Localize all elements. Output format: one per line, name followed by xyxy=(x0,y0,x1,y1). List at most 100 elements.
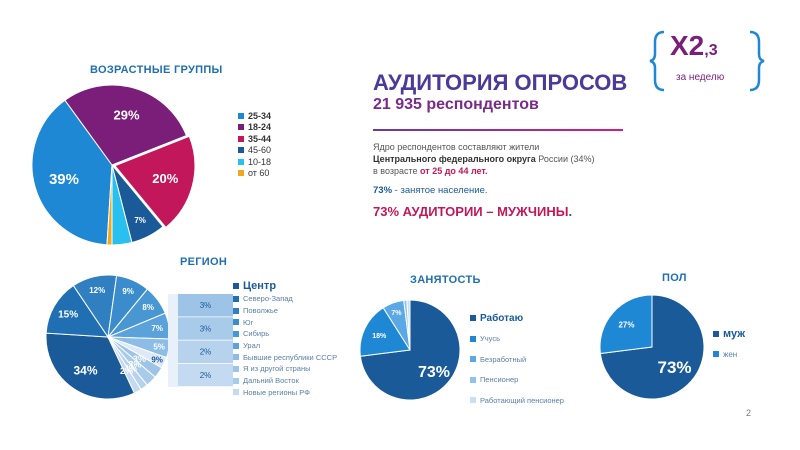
legend-label-3: 45-60 xyxy=(248,145,272,156)
legend-label-6: Бывшие республики СССР xyxy=(243,352,338,362)
pie-slice-1 xyxy=(64,84,188,166)
legend-swatch-5 xyxy=(238,170,244,177)
employment-pie-chart: 73% 18% 7% xyxy=(359,299,461,401)
legend-label-1: Учусь xyxy=(480,334,500,344)
badge-brackets xyxy=(649,30,765,92)
breakout-bar-3 xyxy=(178,363,233,387)
legend-label-1: Северо-Запад xyxy=(243,294,293,304)
male-share-text: 73% АУДИТОРИИ – МУЖЧИНЫ xyxy=(373,204,569,219)
page-number: 2 xyxy=(746,408,752,418)
age-legend: 25-34 18-24 35-44 45-60 10-18 от 60 xyxy=(238,110,271,179)
male-share-headline: 73% АУДИТОРИИ – МУЖЧИНЫ. xyxy=(373,204,572,219)
legend-swatch-1 xyxy=(238,124,244,131)
legend-label-3: Пенсионер xyxy=(480,375,519,385)
legend-swatch-2 xyxy=(238,135,244,142)
legend-label-4: Работающий пенсионер xyxy=(480,395,564,405)
legend-label-2: Безработный xyxy=(480,354,527,364)
legend-label-0: Центр xyxy=(243,279,277,292)
legend-swatch-6 xyxy=(233,354,239,361)
legend-label-1: 18-24 xyxy=(248,122,272,133)
legend-item-2: Поволжье xyxy=(233,305,337,317)
legend-label-5: Урал xyxy=(243,341,261,351)
respondents-count: 21 935 респондентов xyxy=(373,96,539,113)
pie-data-label-6: 5% xyxy=(153,342,165,351)
legend-item-7: Я из другой страны xyxy=(233,363,337,375)
breakout-connector xyxy=(168,294,178,387)
legend-label-3: Юг xyxy=(243,317,254,327)
legend-swatch-3 xyxy=(233,319,239,326)
legend-label-0: муж xyxy=(723,328,746,340)
pie-slice-1 xyxy=(45,284,109,338)
employed-pct: 73% xyxy=(373,185,393,196)
breakout-bar-1 xyxy=(178,317,233,340)
legend-item-1: Северо-Запад xyxy=(233,293,337,305)
pie-slice-11 xyxy=(107,336,142,394)
breakout-bar-2 xyxy=(178,340,233,363)
summary-line-3: в возрасте от 25 до 44 лет. xyxy=(373,165,703,177)
page-title: АУДИТОРИЯ ОПРОСОВ xyxy=(373,70,628,95)
legend-label-1: жен xyxy=(723,349,738,359)
legend-swatch-0 xyxy=(238,112,244,119)
pie-data-label-1: 15% xyxy=(58,310,78,321)
summary-line-1: Ядро респондентов составляют жители xyxy=(373,142,540,152)
legend-swatch-9 xyxy=(233,389,239,396)
legend-label-4: 10-18 xyxy=(248,156,272,167)
badge-caption: за неделю xyxy=(676,72,725,83)
pie-data-label-3: 7% xyxy=(134,216,146,225)
pie-data-label-10: 2% xyxy=(124,363,137,373)
legend-item-5: от 60 xyxy=(238,168,271,180)
pie-data-label-0: 73% xyxy=(657,358,691,377)
legend-item-4: Работающий пенсионер xyxy=(470,390,564,411)
summary-text: Ядро респондентов составляют жители Цент… xyxy=(373,141,703,177)
legend-item-3: Юг xyxy=(233,316,337,328)
legend-label-0: Работаю xyxy=(480,312,524,324)
legend-label-8: Дальний Восток xyxy=(243,376,299,386)
legend-swatch-4 xyxy=(238,158,244,165)
legend-label-4: Сибирь xyxy=(243,329,270,339)
pie-data-label-5: 7% xyxy=(151,324,163,333)
employment-chart-title: ЗАНЯТОСТЬ xyxy=(410,274,481,286)
pie-slice-5 xyxy=(106,164,113,246)
breakout-label-2: 2% xyxy=(200,348,212,357)
legend-item-1: Учусь xyxy=(470,329,564,350)
legend-item-9: Новые регионы РФ xyxy=(233,387,337,399)
region-legend: Центр Северо-Запад Поволжье Юг Сибирь Урал Быв… xyxy=(233,278,337,398)
legend-swatch-2 xyxy=(233,307,239,314)
legend-swatch-0 xyxy=(233,282,239,289)
breakout-label-3: 2% xyxy=(200,371,212,380)
legend-swatch-1 xyxy=(470,335,476,342)
legend-label-2: Поволжье xyxy=(243,306,278,316)
legend-item-1: жен xyxy=(713,344,745,364)
gender-legend: муж жен xyxy=(713,324,745,364)
legend-label-9: Новые регионы РФ xyxy=(243,387,310,397)
pie-slice-2 xyxy=(114,135,196,229)
legend-label-2: 35-44 xyxy=(248,133,272,144)
badge-sub: ,3 xyxy=(704,42,718,59)
pie-data-label-0: 73% xyxy=(418,364,450,381)
legend-item-2: Безработный xyxy=(470,349,564,370)
pie-data-label-0: 34% xyxy=(73,363,97,377)
summary-age-range: от 25 до 44 лет. xyxy=(420,166,488,176)
legend-swatch-0 xyxy=(713,331,719,337)
employed-note: 73% - занятое население. xyxy=(373,185,488,196)
legend-swatch-4 xyxy=(233,330,239,337)
age-pie-chart: 39%29%20%7%4%1% xyxy=(31,84,196,246)
legend-item-0: Работаю xyxy=(470,308,564,329)
pie-data-label-2: 7% xyxy=(391,310,402,317)
summary-line-2: Центрального федерального округа России … xyxy=(373,153,703,165)
legend-item-3: Пенсионер xyxy=(470,370,564,391)
pie-data-label-11: 2% xyxy=(120,366,133,376)
legend-item-1: 18-24 xyxy=(238,122,271,134)
pie-data-label-9: 3% xyxy=(128,360,141,370)
pie-slice-4 xyxy=(406,299,411,351)
badge-left-brace xyxy=(649,30,665,92)
legend-item-4: 10-18 xyxy=(238,156,271,168)
pie-slice-0 xyxy=(31,99,113,246)
pie-slice-1 xyxy=(359,307,411,357)
legend-item-0: Центр xyxy=(233,278,337,293)
breakout-label-1: 3% xyxy=(200,324,212,333)
gender-chart-title: ПОЛ xyxy=(662,272,687,284)
pie-data-label-1: 27% xyxy=(618,320,634,329)
legend-item-8: Дальний Восток xyxy=(233,375,337,387)
legend-swatch-2 xyxy=(470,356,476,363)
